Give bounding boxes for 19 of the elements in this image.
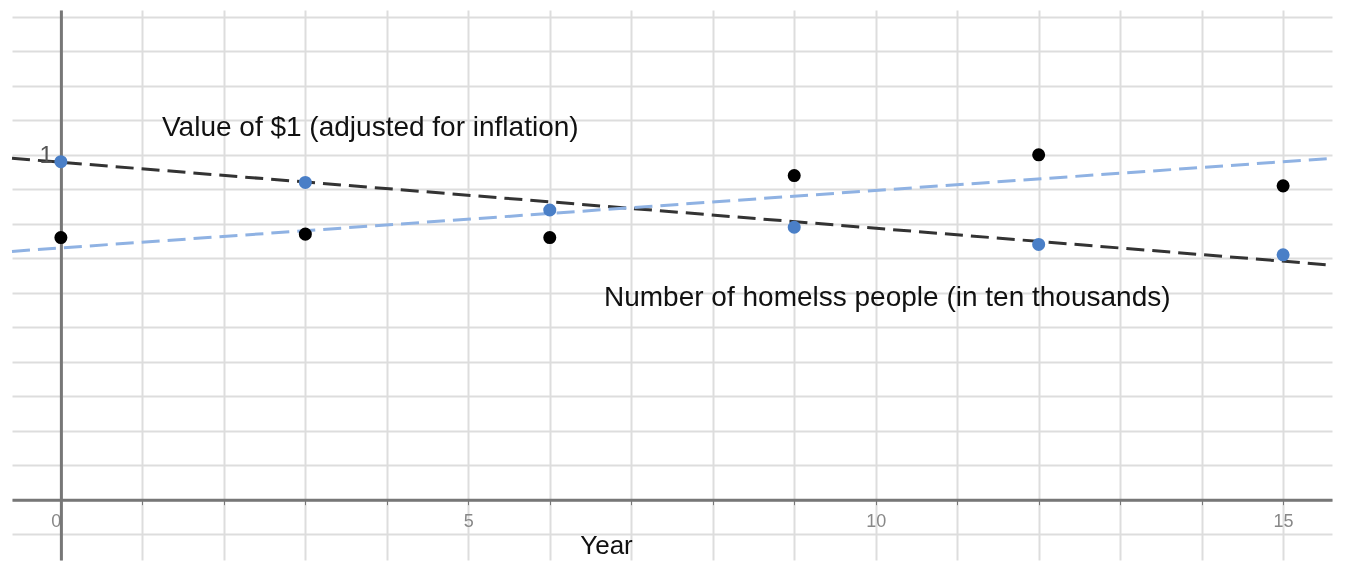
x-tick-label: 10	[866, 511, 887, 532]
annotation: Number of homelss people (in ten thousands)	[604, 281, 1171, 312]
x-tick-label: 0	[51, 511, 62, 532]
point	[1276, 248, 1290, 262]
point	[543, 203, 557, 217]
point	[298, 175, 312, 189]
point	[298, 227, 312, 241]
point	[1032, 237, 1046, 251]
point	[787, 169, 801, 183]
point	[787, 220, 801, 234]
x-axis-title: Year	[580, 530, 634, 561]
point	[1032, 148, 1046, 162]
point	[1276, 179, 1290, 193]
x-tick-label: 5	[463, 511, 474, 532]
x-tick-label: 15	[1273, 511, 1294, 532]
point	[54, 155, 68, 169]
point	[543, 231, 557, 245]
point	[54, 231, 68, 245]
text: Value of $1 (adjusted for inflation)	[162, 111, 579, 142]
